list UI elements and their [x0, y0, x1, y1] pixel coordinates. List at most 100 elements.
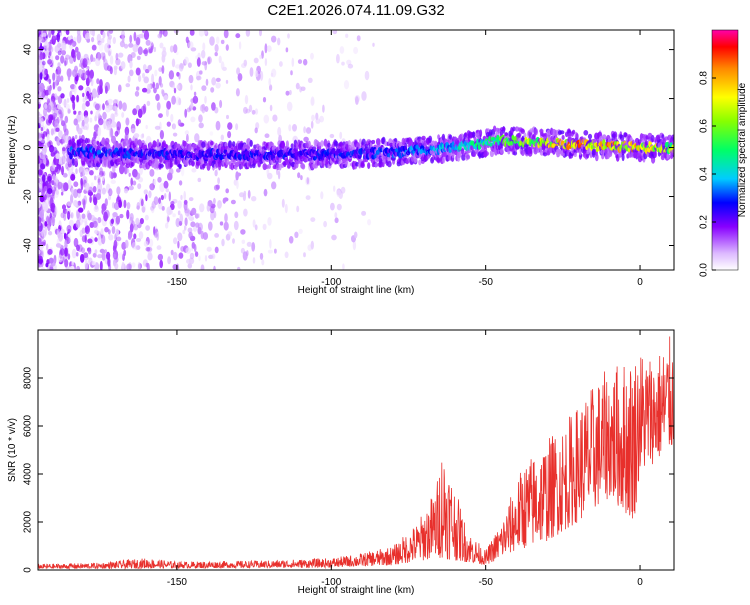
spectrogram-noise-cell [82, 92, 85, 98]
spectrogram-noise-cell [115, 58, 121, 66]
spectrogram-noise-cell [176, 84, 180, 90]
spectrogram-noise-cell [39, 194, 45, 203]
spectrogram-noise-cell [56, 75, 61, 83]
spectrogram-noise-cell [64, 115, 69, 124]
spectrogram-noise-cell [151, 73, 155, 84]
spectrogram-y-tick-label: 20 [23, 93, 34, 105]
spectrogram-noise-cell [372, 42, 375, 47]
spectrogram-noise-cell [44, 221, 48, 228]
spectrogram-noise-cell [50, 215, 56, 226]
spectrogram-noise-cell [225, 44, 229, 51]
spectrogram-noise-cell [187, 209, 191, 214]
spectrogram-noise-cell [61, 155, 66, 165]
spectrogram-noise-cell [119, 164, 125, 175]
spectrogram-noise-cell [305, 195, 311, 201]
spectrogram-noise-cell [236, 67, 241, 75]
spectrogram-noise-cell [55, 178, 59, 188]
spectrogram-ridge-halo [533, 128, 539, 136]
spectrogram-noise-cell [331, 234, 337, 241]
spectrogram-noise-cell [281, 198, 285, 208]
spectrogram-noise-cell [111, 172, 117, 179]
spectrogram-ridge-halo [571, 129, 576, 135]
spectrogram-noise-cell [82, 58, 88, 68]
spectrogram-noise-cell [128, 43, 134, 48]
spectrogram-noise-cell [215, 77, 221, 82]
spectrogram-ridge-halo [499, 148, 504, 154]
spectrogram-noise-cell [214, 246, 219, 254]
spectrogram-noise-cell [286, 101, 293, 112]
spectrogram-noise-cell [188, 257, 195, 265]
spectrogram-noise-cell [213, 184, 220, 191]
spectrogram-noise-cell [223, 30, 229, 39]
spectrogram-noise-cell [81, 227, 86, 234]
spectrogram-ridge-halo [182, 140, 187, 147]
spectrogram-noise-cell [182, 229, 186, 235]
spectrogram-ridge-halo [619, 134, 625, 142]
spectrogram-noise-cell [38, 262, 41, 269]
spectrogram-noise-cell [93, 205, 100, 213]
spectrogram-noise-cell [176, 168, 181, 173]
spectrogram-noise-cell [165, 108, 169, 117]
spectrogram-noise-cell [104, 43, 110, 53]
colorbar: 0.0 0.2 0.4 0.6 0.8 Normalized spectral ampl… [699, 29, 748, 277]
spectrogram-ridge-halo [71, 158, 75, 166]
spectrogram-noise-cell [81, 198, 86, 206]
spectrogram-noise-cell [62, 100, 68, 107]
spectrogram-ridge-halo [595, 153, 599, 162]
spectrogram-noise-cell [78, 207, 84, 213]
spectrogram-noise-cell [187, 227, 193, 233]
spectrogram-noise-cell [81, 213, 86, 219]
spectrogram-noise-cell [38, 155, 41, 164]
spectrogram-noise-cell [198, 114, 203, 123]
spectrogram-noise-cell [45, 94, 48, 100]
spectrogram-noise-cell [310, 52, 314, 60]
spectrogram-noise-cell [196, 75, 202, 81]
spectrogram-background-noise [38, 30, 375, 270]
spectrogram-noise-cell [211, 77, 217, 86]
spectrogram-noise-cell [135, 217, 140, 225]
spectrogram-noise-cell [237, 73, 243, 82]
spectrogram-noise-cell [72, 100, 76, 111]
spectrogram-noise-cell [137, 261, 141, 270]
spectrogram-noise-cell [38, 237, 42, 243]
spectrogram-noise-cell [107, 257, 111, 267]
spectrogram-noise-cell [184, 130, 190, 136]
spectrogram-ridge-halo [140, 164, 145, 169]
spectrogram-noise-cell [39, 62, 43, 72]
spectrogram-noise-cell [108, 188, 113, 197]
spectrogram-noise-cell [235, 171, 239, 181]
spectrogram-noise-cell [201, 61, 208, 66]
spectrogram-noise-cell [54, 264, 58, 270]
spectrogram-noise-cell [259, 30, 262, 37]
spectrogram-noise-cell [158, 113, 163, 118]
spectrogram-noise-cell [44, 68, 48, 76]
spectrogram-noise-cell [90, 182, 94, 189]
spectrogram-noise-cell [101, 175, 105, 181]
spectrogram-noise-cell [177, 240, 180, 249]
spectrogram-noise-cell [153, 226, 156, 236]
spectrogram-ridge-halo [542, 152, 548, 157]
spectrogram-noise-cell [159, 42, 164, 49]
spectrogram-noise-cell [91, 36, 95, 43]
spectrogram-noise-cell [243, 190, 247, 197]
spectrogram-ridge-halo [371, 139, 376, 145]
spectrogram-noise-cell [70, 84, 76, 90]
spectrogram-noise-cell [303, 58, 308, 66]
spectrogram-noise-cell [112, 36, 117, 45]
spectrogram-noise-cell [46, 243, 49, 251]
spectrogram-noise-cell [330, 202, 335, 211]
spectrogram-noise-cell [132, 44, 139, 53]
spectrogram-noise-cell [39, 82, 45, 93]
spectrogram-noise-cell [227, 231, 233, 237]
spectrogram-noise-cell [145, 124, 148, 130]
spectrogram-noise-cell [100, 52, 105, 57]
spectrogram-noise-cell [320, 191, 324, 200]
spectrogram-noise-cell [76, 213, 82, 222]
spectrogram-x-label: Height of straight line (km) [298, 285, 415, 296]
spectrogram-noise-cell [236, 179, 239, 190]
spectrogram-ridge-halo [134, 138, 139, 146]
spectrogram-ridge-halo [575, 133, 579, 140]
spectrogram-noise-cell [55, 127, 60, 132]
spectrogram-ridge-halo [520, 129, 526, 134]
